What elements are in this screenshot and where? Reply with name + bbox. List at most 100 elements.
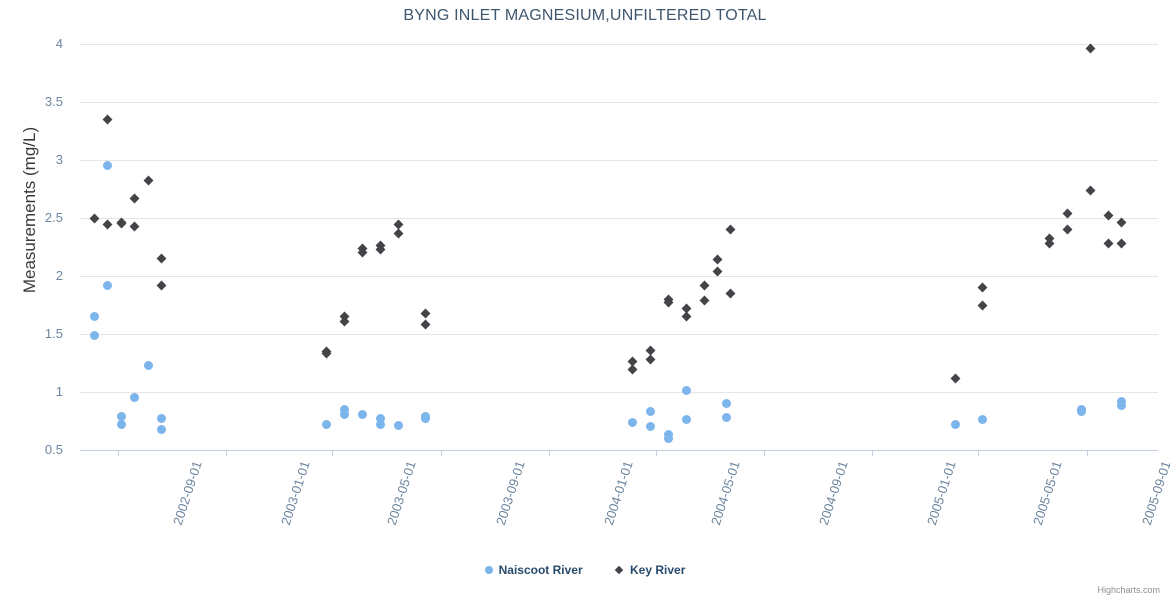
data-point[interactable] (1117, 396, 1127, 406)
data-point[interactable] (1062, 208, 1073, 219)
data-point[interactable] (977, 282, 987, 293)
data-point[interactable] (1103, 238, 1114, 249)
y-axis-tick-label: 1.5 (44, 326, 63, 341)
x-axis-tick-label: 2005-01-01 (924, 459, 960, 527)
data-point[interactable] (1103, 210, 1114, 221)
data-point[interactable] (1117, 401, 1127, 411)
data-point[interactable] (322, 419, 332, 429)
data-point[interactable] (89, 330, 99, 340)
gridline (80, 102, 1158, 103)
plot-area: 0.5 1 1.5 2 2.5 3 3.5 4 2002-09-01 2003-01-01 200… (45, 36, 1170, 527)
x-axis-tick (332, 450, 334, 456)
chart-legend: Naiscoot River Key River (0, 562, 1170, 577)
legend-item-key-river[interactable]: Key River (614, 562, 685, 577)
data-point[interactable] (645, 422, 655, 432)
data-point[interactable] (721, 399, 731, 409)
data-point[interactable] (699, 295, 710, 306)
data-point[interactable] (977, 415, 987, 425)
x-axis-tick-label: 2003-09-01 (492, 459, 528, 527)
data-point[interactable] (102, 114, 113, 125)
x-axis-tick-label: 2005-05-01 (1030, 459, 1066, 527)
credits-link[interactable]: Highcharts.com (1097, 585, 1160, 595)
data-point[interactable] (1085, 185, 1096, 196)
gridline (80, 218, 1158, 219)
data-point[interactable] (627, 365, 638, 375)
data-point[interactable] (156, 253, 167, 264)
data-point[interactable] (645, 354, 656, 365)
x-axis-tick-label: 2003-05-01 (383, 459, 419, 527)
data-point[interactable] (102, 220, 113, 230)
y-axis-tick-label: 3 (55, 152, 63, 167)
data-point[interactable] (681, 311, 692, 322)
data-point[interactable] (725, 224, 736, 235)
x-axis-tick (548, 450, 550, 456)
data-point[interactable] (645, 407, 655, 417)
data-point[interactable] (663, 433, 673, 443)
gridline (80, 392, 1158, 393)
x-axis-tick-label: 2004-01-01 (600, 459, 636, 527)
data-point[interactable] (143, 360, 153, 370)
data-point[interactable] (156, 424, 166, 434)
gridline (80, 334, 1158, 335)
data-point[interactable] (1085, 43, 1096, 54)
data-point[interactable] (721, 413, 731, 423)
data-point[interactable] (376, 414, 386, 424)
data-point[interactable] (699, 280, 710, 291)
data-point[interactable] (89, 213, 100, 223)
x-axis-tick-label: 2002-09-01 (169, 459, 205, 527)
y-axis-tick-label: 2 (55, 268, 63, 283)
data-point[interactable] (420, 308, 431, 319)
data-point[interactable] (393, 228, 404, 239)
x-axis-tick (978, 450, 980, 456)
data-point[interactable] (156, 414, 166, 424)
circle-marker-icon (484, 566, 493, 575)
x-axis-tick (118, 450, 120, 456)
data-point[interactable] (420, 319, 431, 330)
x-axis-line (80, 450, 1158, 451)
x-axis-tick (440, 450, 442, 456)
data-point[interactable] (712, 266, 723, 277)
data-point[interactable] (1116, 238, 1127, 249)
data-point[interactable] (339, 404, 349, 414)
data-point[interactable] (725, 288, 736, 299)
data-point[interactable] (950, 419, 960, 429)
data-point[interactable] (628, 417, 638, 427)
data-point[interactable] (156, 280, 167, 291)
data-point[interactable] (102, 280, 112, 290)
y-axis-tick-label: 4 (55, 36, 63, 51)
y-axis-tick-label: 2.5 (44, 210, 63, 225)
data-point[interactable] (129, 221, 140, 232)
gridline (80, 44, 1158, 45)
data-point[interactable] (1076, 407, 1086, 417)
data-point[interactable] (130, 393, 140, 403)
data-point[interactable] (376, 419, 386, 429)
data-point[interactable] (102, 161, 112, 171)
data-point[interactable] (1062, 224, 1073, 235)
data-point[interactable] (712, 254, 723, 265)
data-point[interactable] (143, 175, 154, 186)
data-point[interactable] (339, 409, 349, 419)
x-axis-tick-label: 2005-09-01 (1139, 459, 1170, 527)
diamond-marker-icon (614, 565, 624, 575)
data-point[interactable] (117, 411, 127, 421)
gridline (80, 160, 1158, 161)
x-axis-tick (764, 450, 766, 456)
data-point[interactable] (421, 414, 431, 424)
x-axis-tick-label: 2004-09-01 (816, 459, 852, 527)
data-point[interactable] (950, 373, 961, 384)
x-axis-tick (872, 450, 874, 456)
data-point[interactable] (117, 419, 127, 429)
data-point[interactable] (89, 312, 99, 322)
data-point[interactable] (129, 193, 140, 204)
data-point[interactable] (393, 421, 403, 431)
data-point[interactable] (682, 415, 692, 425)
data-point[interactable] (1116, 217, 1127, 228)
data-point[interactable] (358, 409, 368, 419)
legend-item-naiscoot-river[interactable]: Naiscoot River (484, 562, 583, 578)
data-point[interactable] (682, 386, 692, 396)
y-axis-tick-label: 0.5 (44, 442, 63, 457)
legend-label: Naiscoot River (498, 563, 583, 578)
x-axis-tick (655, 450, 657, 456)
data-point[interactable] (977, 300, 987, 310)
